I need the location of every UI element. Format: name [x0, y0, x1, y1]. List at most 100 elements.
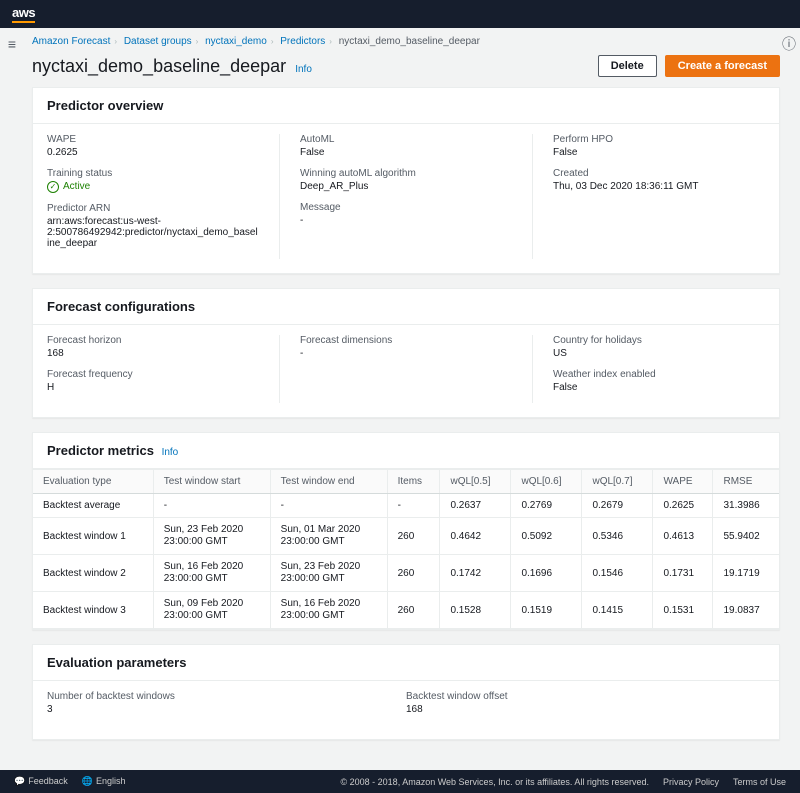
hpo-label: Perform HPO: [553, 134, 765, 145]
created-label: Created: [553, 168, 765, 179]
delete-button[interactable]: Delete: [598, 55, 657, 77]
table-cell: -: [387, 494, 440, 518]
panel-heading: Forecast configurations: [33, 289, 779, 325]
dimensions-label: Forecast dimensions: [300, 335, 512, 346]
breadcrumb-current: nyctaxi_demo_baseline_deepar: [339, 36, 480, 47]
table-cell: 0.2625: [653, 494, 713, 518]
horizon-value: 168: [47, 348, 259, 359]
table-header[interactable]: Test window end: [270, 470, 387, 494]
table-cell: 19.0837: [713, 592, 779, 629]
table-cell: 0.5092: [511, 518, 582, 555]
table-cell: 0.2769: [511, 494, 582, 518]
table-cell: Sun, 23 Feb 202023:00:00 GMT: [270, 555, 387, 592]
chat-icon: 💬: [14, 776, 25, 786]
table-row: Backtest window 2Sun, 16 Feb 202023:00:0…: [33, 555, 779, 592]
table-cell: 0.1731: [653, 555, 713, 592]
table-header[interactable]: WAPE: [653, 470, 713, 494]
automl-label: AutoML: [300, 134, 512, 145]
frequency-label: Forecast frequency: [47, 369, 259, 380]
evaluation-params-panel: Evaluation parameters Number of backtest…: [32, 644, 780, 740]
table-cell: 55.9402: [713, 518, 779, 555]
message-label: Message: [300, 202, 512, 213]
wape-value: 0.2625: [47, 147, 259, 158]
table-header[interactable]: Items: [387, 470, 440, 494]
table-cell: 260: [387, 555, 440, 592]
offset-label: Backtest window offset: [406, 691, 765, 702]
weather-label: Weather index enabled: [553, 369, 765, 380]
table-cell: Sun, 23 Feb 202023:00:00 GMT: [153, 518, 270, 555]
page-title: nyctaxi_demo_baseline_deepar Info: [32, 56, 312, 77]
table-cell: 0.1546: [582, 555, 653, 592]
table-cell: 31.3986: [713, 494, 779, 518]
table-header[interactable]: wQL[0.5]: [440, 470, 511, 494]
table-cell: 0.1528: [440, 592, 511, 629]
panel-heading: Predictor overview: [33, 88, 779, 124]
table-header[interactable]: wQL[0.7]: [582, 470, 653, 494]
dimensions-value: -: [300, 348, 512, 359]
table-cell: Backtest average: [33, 494, 153, 518]
training-status-value: Active: [47, 181, 259, 193]
created-value: Thu, 03 Dec 2020 18:36:11 GMT: [553, 181, 765, 192]
table-cell: 260: [387, 518, 440, 555]
hpo-value: False: [553, 147, 765, 158]
table-cell: Sun, 09 Feb 202023:00:00 GMT: [153, 592, 270, 629]
predictor-overview-panel: Predictor overview WAPE0.2625 Training s…: [32, 87, 780, 274]
breadcrumb-link[interactable]: Predictors: [280, 36, 325, 47]
table-header[interactable]: Evaluation type: [33, 470, 153, 494]
language-selector[interactable]: 🌐English: [82, 776, 126, 787]
metrics-table: Evaluation typeTest window startTest win…: [33, 469, 779, 629]
table-cell: 0.2679: [582, 494, 653, 518]
table-cell: Sun, 16 Feb 202023:00:00 GMT: [270, 592, 387, 629]
terms-link[interactable]: Terms of Use: [733, 777, 786, 787]
info-link[interactable]: Info: [162, 447, 179, 458]
globe-icon: 🌐: [82, 776, 93, 786]
breadcrumb: Amazon Forecast› Dataset groups› nyctaxi…: [32, 28, 780, 51]
horizon-label: Forecast horizon: [47, 335, 259, 346]
table-header[interactable]: Test window start: [153, 470, 270, 494]
offset-value: 168: [406, 704, 765, 715]
aws-logo[interactable]: aws: [12, 5, 35, 23]
country-label: Country for holidays: [553, 335, 765, 346]
winning-algo-label: Winning autoML algorithm: [300, 168, 512, 179]
table-cell: Sun, 16 Feb 202023:00:00 GMT: [153, 555, 270, 592]
table-cell: 0.5346: [582, 518, 653, 555]
num-windows-label: Number of backtest windows: [47, 691, 406, 702]
table-cell: 0.1519: [511, 592, 582, 629]
table-cell: Backtest window 1: [33, 518, 153, 555]
privacy-link[interactable]: Privacy Policy: [663, 777, 719, 787]
table-header[interactable]: wQL[0.6]: [511, 470, 582, 494]
panel-heading: Predictor metrics Info: [33, 433, 779, 469]
table-cell: 0.4642: [440, 518, 511, 555]
table-header[interactable]: RMSE: [713, 470, 779, 494]
arn-label: Predictor ARN: [47, 203, 259, 214]
footer: 💬Feedback 🌐English © 2008 - 2018, Amazon…: [0, 770, 800, 793]
info-link[interactable]: Info: [295, 64, 312, 75]
table-cell: Backtest window 2: [33, 555, 153, 592]
table-cell: 0.2637: [440, 494, 511, 518]
training-status-label: Training status: [47, 168, 259, 179]
table-cell: 0.1696: [511, 555, 582, 592]
frequency-value: H: [47, 382, 259, 393]
table-cell: Backtest window 3: [33, 592, 153, 629]
top-nav-bar: aws: [0, 0, 800, 28]
table-cell: 0.1531: [653, 592, 713, 629]
table-cell: -: [153, 494, 270, 518]
forecast-config-panel: Forecast configurations Forecast horizon…: [32, 288, 780, 418]
table-cell: Sun, 01 Mar 202023:00:00 GMT: [270, 518, 387, 555]
menu-toggle-icon[interactable]: ≡: [0, 28, 24, 770]
breadcrumb-link[interactable]: Amazon Forecast: [32, 36, 110, 47]
create-forecast-button[interactable]: Create a forecast: [665, 55, 780, 77]
winning-algo-value: Deep_AR_Plus: [300, 181, 512, 192]
breadcrumb-link[interactable]: Dataset groups: [124, 36, 192, 47]
message-value: -: [300, 215, 512, 226]
copyright-text: © 2008 - 2018, Amazon Web Services, Inc.…: [341, 777, 649, 787]
breadcrumb-link[interactable]: nyctaxi_demo: [205, 36, 267, 47]
help-icon[interactable]: ⓘ: [782, 34, 796, 54]
table-row: Backtest window 1Sun, 23 Feb 202023:00:0…: [33, 518, 779, 555]
table-row: Backtest average---0.26370.27690.26790.2…: [33, 494, 779, 518]
table-cell: 19.1719: [713, 555, 779, 592]
table-row: Backtest window 3Sun, 09 Feb 202023:00:0…: [33, 592, 779, 629]
feedback-link[interactable]: 💬Feedback: [14, 776, 68, 787]
arn-value: arn:aws:forecast:us-west-2:500786492942:…: [47, 216, 259, 249]
country-value: US: [553, 348, 765, 359]
